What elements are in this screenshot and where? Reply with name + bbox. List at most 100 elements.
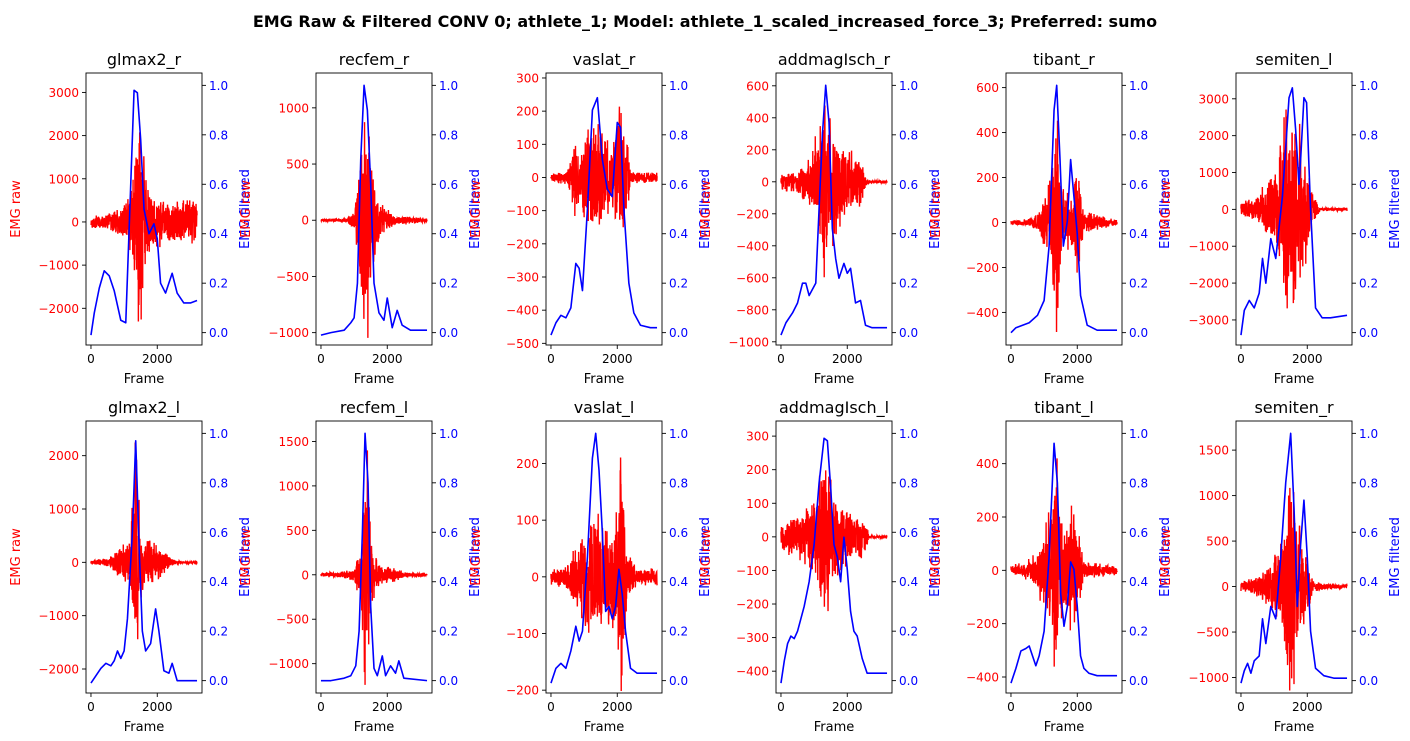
raw-emg-line [1240,487,1348,691]
y-left-axis-label: EMG raw [9,180,24,238]
y-left-tick-label: −400 [966,671,999,685]
x-tick-label: 0 [317,352,325,366]
y-left-tick-label: 400 [976,457,999,471]
y-right-tick-label: 0.2 [439,625,458,639]
y-right-tick-label: 0.8 [1359,128,1378,142]
y-right-tick-label: 1.0 [899,79,918,93]
y-right-tick-label: 0.4 [899,227,918,241]
raw-emg-line [90,442,198,640]
y-left-tick-label: −600 [736,271,769,285]
y-right-tick-label: 0.6 [1129,178,1148,192]
y-right-axis-label: EMG filtered [468,169,483,249]
y-left-tick-label: −200 [736,207,769,221]
x-tick-label: 0 [1007,700,1015,714]
y-right-tick-label: 0.6 [439,526,458,540]
x-axis-label: Frame [1044,372,1085,387]
subplot-title: addmagIsch_l [779,398,889,418]
raw-emg-line [780,105,888,278]
y-right-tick-label: 0.2 [669,277,688,291]
y-left-tick-label: −200 [506,237,539,251]
y-left-tick-label: −2000 [38,663,79,677]
y-right-tick-label: 0.2 [1129,625,1148,639]
y-left-tick-label: 0 [71,556,79,570]
y-right-tick-label: 0.0 [209,326,228,340]
axes-frame [315,72,433,346]
y-right-tick-label: 1.0 [209,427,228,441]
y-right-tick-label: 0.4 [1359,227,1378,241]
y-right-tick-label: 0.6 [209,526,228,540]
y-right-tick-label: 1.0 [209,79,228,93]
axes-frame [1005,420,1123,694]
y-left-tick-label: 200 [976,171,999,185]
y-right-tick-label: 0.0 [1359,326,1378,340]
y-right-tick-label: 1.0 [1359,427,1378,441]
y-left-tick-label: −200 [736,598,769,612]
y-right-tick-label: 0.0 [669,326,688,340]
y-right-tick-label: 0.0 [439,674,458,688]
y-left-tick-label: 3000 [48,86,79,100]
x-tick-label: 0 [1237,352,1245,366]
y-left-tick-label: 1000 [1198,489,1229,503]
y-left-tick-label: 0 [301,214,309,228]
x-tick-label: 2000 [372,700,403,714]
y-right-axis-label: EMG filtered [468,517,483,597]
y-left-tick-label: 100 [516,138,539,152]
y-left-tick-label: 0 [761,530,769,544]
axes-frame [545,420,663,694]
y-left-tick-label: 1000 [48,172,79,186]
x-axis-label: Frame [1044,720,1085,735]
y-left-tick-label: 200 [516,457,539,471]
y-right-tick-label: 0.8 [439,476,458,490]
y-left-tick-label: 2000 [1198,129,1229,143]
y-right-tick-label: 0.6 [439,178,458,192]
subplot-title: tibant_l [1034,398,1094,418]
y-left-tick-label: −1000 [728,335,769,349]
y-right-tick-label: 0.2 [899,277,918,291]
y-right-tick-label: 0.0 [1129,326,1148,340]
y-left-tick-label: 0 [991,216,999,230]
y-left-axis-label: EMG raw [469,180,484,238]
y-right-tick-label: 0.2 [1359,625,1378,639]
x-axis-label: Frame [814,720,855,735]
axes-frame [1005,72,1123,346]
subplot-semiten_l: semiten_l 0 2000 Frame −3000 −2000 −1000 0 1000 2… [1159,50,1403,387]
y-left-tick-label: 1000 [1198,166,1229,180]
raw-emg-line [550,106,658,228]
y-left-tick-label: −300 [736,631,769,645]
y-left-axis-label: EMG raw [9,528,24,586]
subplot-title: semiten_l [1256,50,1333,70]
y-left-tick-label: 200 [516,105,539,119]
y-right-tick-label: 0.6 [899,178,918,192]
y-left-tick-label: 2000 [48,449,79,463]
y-left-axis-label: EMG raw [699,180,714,238]
y-right-tick-label: 0.8 [209,128,228,142]
y-left-tick-label: −1000 [38,609,79,623]
y-left-tick-label: 500 [286,158,309,172]
y-right-axis-label: EMG filtered [238,169,253,249]
filtered-emg-line [780,437,888,684]
y-right-axis-label: EMG filtered [1158,517,1173,597]
subplot-title: semiten_r [1254,398,1333,418]
y-left-tick-label: −1000 [1188,240,1229,254]
raw-emg-line [320,450,428,685]
y-left-tick-label: −300 [506,271,539,285]
x-tick-label: 0 [87,700,95,714]
filtered-emg-line [320,84,428,336]
axes-frame [85,72,203,346]
y-right-tick-label: 0.6 [669,178,688,192]
y-left-tick-label: 500 [286,524,309,538]
y-right-tick-label: 0.4 [899,575,918,589]
y-right-tick-label: 0.8 [209,476,228,490]
y-right-tick-label: 0.2 [1129,277,1148,291]
subplot-recfem_l: recfem_l 0 2000 Frame −1000 −500 0 500 1000 1500 E… [239,398,483,735]
filtered-emg-line [780,84,888,336]
y-right-tick-label: 1.0 [1129,427,1148,441]
subplot-tibant_r: tibant_r 0 2000 Frame −400 −200 0 200 400 600 EMG … [929,50,1173,387]
filtered-emg-line [550,96,658,336]
subplot-title: glmax2_l [108,398,180,418]
y-right-tick-label: 0.0 [669,674,688,688]
x-tick-label: 0 [547,352,555,366]
y-right-tick-label: 1.0 [1129,79,1148,93]
